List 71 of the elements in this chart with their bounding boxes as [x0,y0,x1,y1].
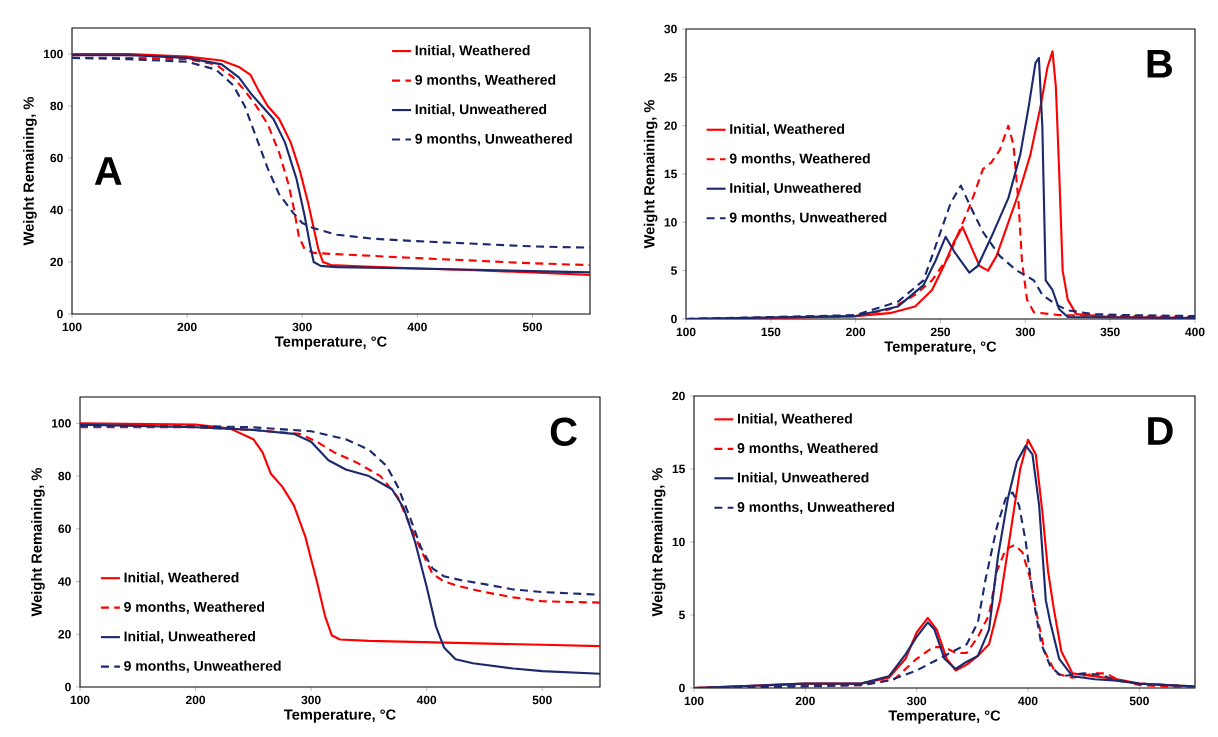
x-tick-label: 300 [906,696,927,706]
x-tick-label: 100 [70,695,90,705]
x-tick-label: 200 [795,696,815,706]
x-tick-label: 200 [177,322,197,332]
y-tick-label: 5 [671,266,677,275]
legend-label: 9 months, Unweathered [124,660,281,673]
y-tick-label: 15 [664,169,677,179]
y-tick-label: 100 [52,419,71,428]
x-tick-label: 400 [1185,327,1205,337]
y-tick-label: 60 [58,524,71,534]
legend-label: Initial, Unweathered [730,182,861,195]
y-tick-label: 0 [65,682,71,692]
y-tick-label: 20 [664,121,677,130]
y-tick-label: 60 [50,153,63,163]
x-tick-label: 400 [407,322,427,332]
legend-label: 9 months, Unweathered [737,501,895,515]
x-tick-label: 500 [1129,696,1149,706]
x-axis-title: Temperature, °C [274,336,387,350]
legend-label: Initial, Weathered [738,413,852,426]
y-axis-title: Weight Remaining, % [643,99,658,249]
legend-label: 9 months, Weathered [415,74,556,87]
x-tick-label: 200 [846,327,866,337]
x-axis-title: Temperature, °C [888,710,1001,724]
legend-label: 9 months, Unweathered [729,212,887,225]
y-axis-title: Weight Remaining, % [651,467,666,617]
x-tick-label: 300 [292,322,312,332]
y-tick-label: 40 [58,577,71,586]
legend-label: Initial, Weathered [730,123,845,137]
x-tick-label: 300 [301,695,321,705]
y-tick-label: 5 [679,610,685,620]
x-tick-label: 200 [185,695,206,705]
y-tick-label: 15 [672,464,685,474]
x-axis-title: Temperature, °C [884,341,997,355]
legend-label: Initial, Unweathered [415,103,547,117]
y-tick-label: 10 [664,218,677,227]
x-tick-label: 500 [532,695,552,705]
legend-label: 9 months, Unweathered [415,133,572,146]
legend-label: 9 months, Weathered [729,153,870,166]
legend-label: Initial, Weathered [415,45,530,58]
x-tick-label: 300 [1015,327,1035,337]
annotation: B [1147,50,1173,78]
annotation: A [94,157,122,185]
y-tick-label: 40 [50,205,63,215]
legend-label: Initial, Unweathered [124,631,255,644]
y-tick-label: 0 [57,309,63,319]
annotation: C [550,417,577,446]
x-tick-label: 400 [416,695,437,705]
x-tick-label: 150 [761,327,781,337]
y-tick-label: 0 [679,683,685,693]
y-tick-label: 80 [50,101,63,111]
x-tick-label: 350 [1100,327,1120,337]
x-tick-label: 250 [930,327,951,337]
legend-label: Initial, Weathered [124,572,239,585]
legend-label: 9 months, Weathered [737,442,878,456]
x-tick-label: 400 [1018,696,1038,706]
y-axis-title: Weight Remaining, % [31,467,45,617]
y-tick-label: 10 [672,537,685,547]
y-tick-label: 0 [671,314,677,324]
x-tick-label: 500 [522,322,542,332]
y-tick-label: 25 [664,73,677,82]
y-tick-label: 80 [58,471,71,481]
y-tick-label: 30 [664,24,677,34]
y-tick-label: 20 [50,257,63,267]
y-tick-label: 100 [44,49,63,59]
y-axis-title: Weight Remaining, % [23,96,37,246]
y-tick-label: 20 [58,630,71,639]
annotation: D [1148,417,1173,445]
x-axis-title: Temperature, °C [283,709,396,723]
y-tick-label: 20 [672,391,685,401]
legend-label: 9 months, Weathered [124,601,265,614]
legend-label: Initial, Unweathered [738,472,869,485]
